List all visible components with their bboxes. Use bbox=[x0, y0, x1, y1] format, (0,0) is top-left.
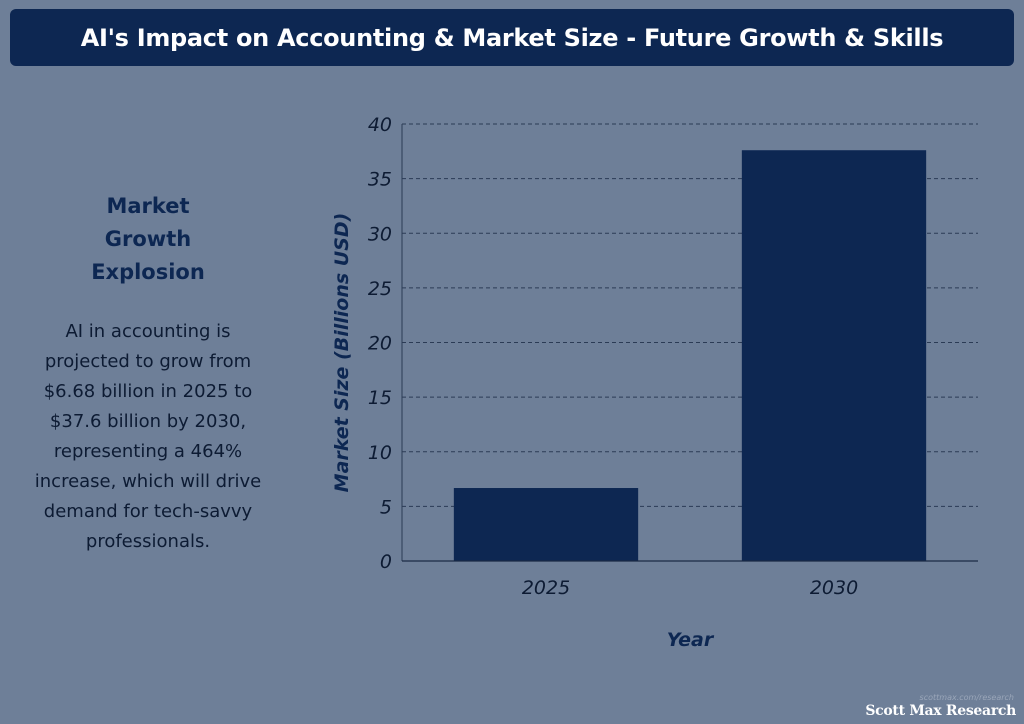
y-tick-label: 10 bbox=[368, 442, 392, 464]
chart-title: AI's Impact on Accounting & Market Size … bbox=[80, 23, 944, 52]
market-growth-panel: Market Growth Explosion AI in accounting… bbox=[22, 190, 274, 557]
y-tick-label: 35 bbox=[368, 169, 392, 191]
y-tick-label: 0 bbox=[380, 551, 392, 573]
scott-max-research-logo: Scott Max Research bbox=[865, 703, 1016, 719]
bar bbox=[453, 488, 639, 561]
y-axis-title: Market Size (Billions USD) bbox=[331, 213, 353, 493]
x-tick-label: 2025 bbox=[522, 577, 570, 599]
y-tick-label: 40 bbox=[368, 114, 392, 136]
title-banner: AI's Impact on Accounting & Market Size … bbox=[10, 9, 1014, 66]
x-axis-title: Year bbox=[667, 629, 715, 651]
bar bbox=[741, 150, 927, 561]
credit-url: scottmax.com/research bbox=[919, 693, 1014, 702]
y-tick-label: 15 bbox=[368, 387, 392, 409]
x-tick-label: 2030 bbox=[810, 577, 858, 599]
y-tick-label: 20 bbox=[368, 333, 392, 355]
y-tick-label: 25 bbox=[368, 278, 392, 300]
panel-heading: Market Growth Explosion bbox=[91, 194, 205, 284]
y-tick-label: 5 bbox=[380, 496, 392, 518]
panel-body: AI in accounting is projected to grow fr… bbox=[34, 321, 262, 552]
y-tick-label: 30 bbox=[368, 223, 392, 245]
